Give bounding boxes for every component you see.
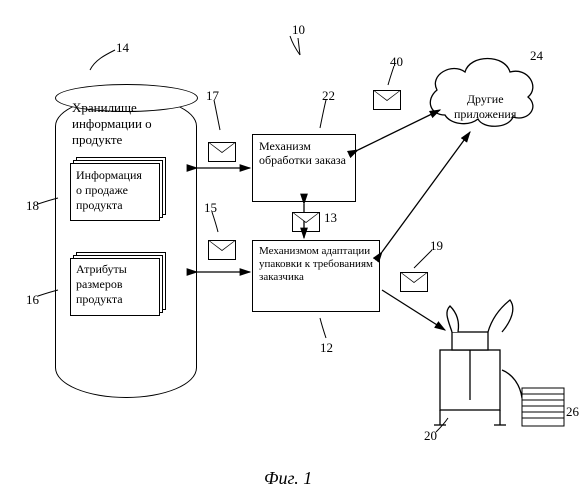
figure-caption: Фиг. 1 xyxy=(264,468,312,489)
packaging-machine-icon xyxy=(434,300,522,425)
order-processing-label: Механизм обработки заказа xyxy=(259,139,346,167)
ref-num: 17 xyxy=(206,88,219,104)
ref-num: 26 xyxy=(566,404,579,420)
envelope-icon xyxy=(292,212,320,232)
packaging-adaptation-label: Механизмом адаптации упаковки к требован… xyxy=(259,245,373,283)
envelope-icon xyxy=(373,90,401,110)
cloud-label: Другие приложения xyxy=(454,92,516,122)
ref-num: 20 xyxy=(424,428,437,444)
doc-top-label: Информация о продаже продукта xyxy=(76,168,142,213)
ref-num: 18 xyxy=(26,198,39,214)
envelope-icon xyxy=(208,240,236,260)
ref-num: 16 xyxy=(26,292,39,308)
doc-bottom-label: Атрибуты размеров продукта xyxy=(76,262,127,307)
ref-num: 22 xyxy=(322,88,335,104)
packaging-adaptation-box: Механизмом адаптации упаковки к требован… xyxy=(252,240,380,312)
envelope-icon xyxy=(208,142,236,162)
ref-num: 14 xyxy=(116,40,129,56)
ref-num: 24 xyxy=(530,48,543,64)
output-stack-icon xyxy=(522,388,564,426)
envelope-icon xyxy=(400,272,428,292)
ref-num: 12 xyxy=(320,340,333,356)
cylinder-title: Хранилище информации о продукте xyxy=(72,100,152,148)
ref-num: 40 xyxy=(390,54,403,70)
ref-num: 10 xyxy=(292,22,305,38)
ref-num: 13 xyxy=(324,210,337,226)
ref-num: 19 xyxy=(430,238,443,254)
ref-num: 15 xyxy=(204,200,217,216)
diagram-canvas: { "figure_label": "Фиг. 1", "numbers": {… xyxy=(0,0,584,500)
order-processing-box: Механизм обработки заказа xyxy=(252,134,356,202)
